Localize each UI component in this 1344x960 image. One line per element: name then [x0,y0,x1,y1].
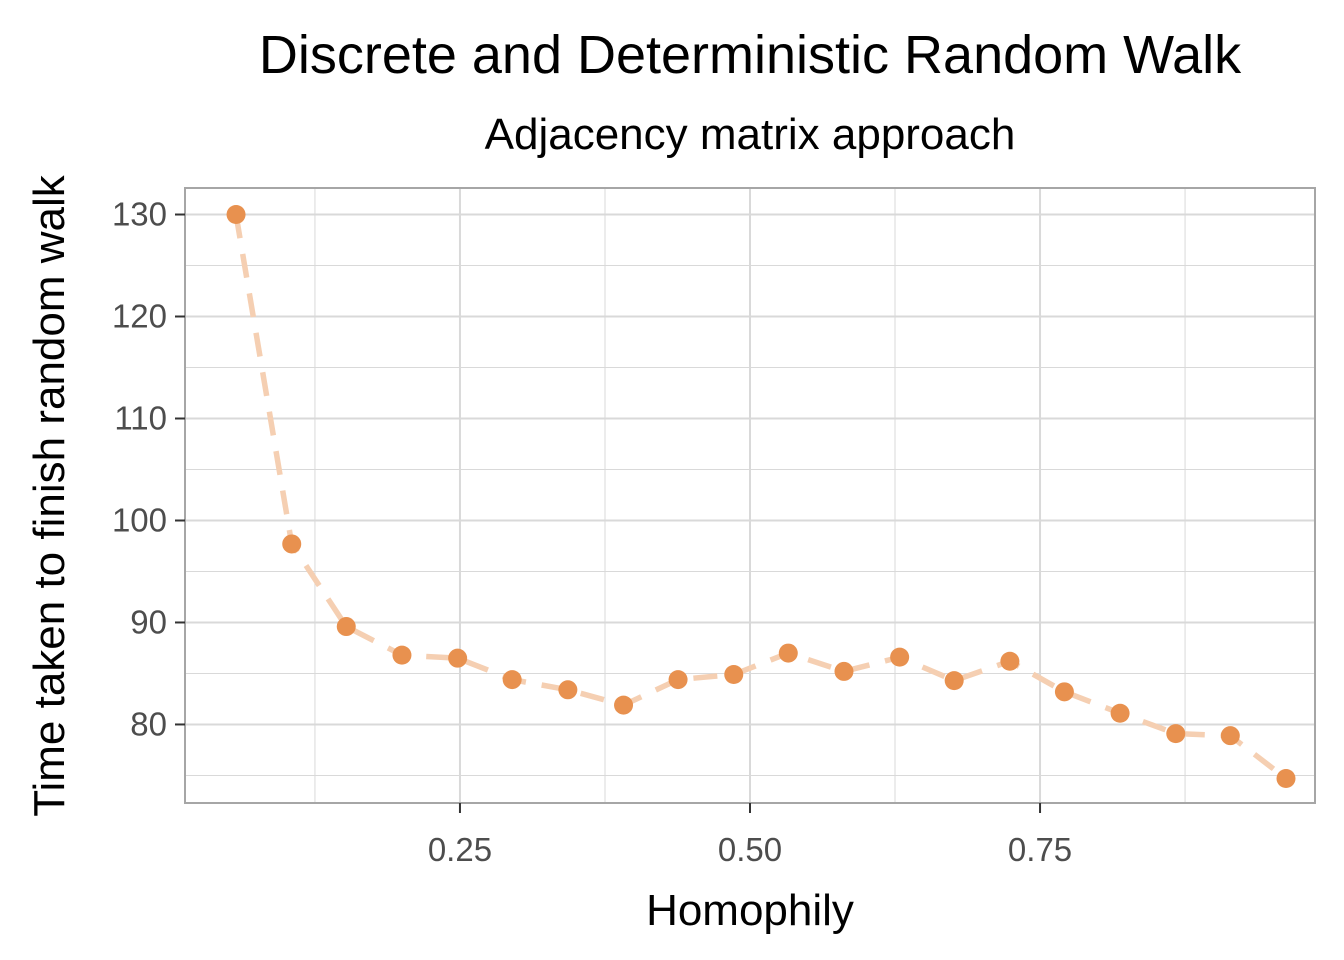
data-point [1166,724,1186,744]
data-point [282,534,302,554]
data-point [226,205,246,225]
data-point [724,664,744,684]
y-tick-label: 130 [112,196,167,233]
y-tick-label: 100 [112,501,167,538]
x-tick-label: 0.75 [1008,831,1072,868]
data-point [1110,703,1130,723]
y-tick-label: 120 [112,298,167,335]
data-point [392,645,412,665]
series-line [233,214,1288,781]
major-gridlines [185,188,1315,803]
data-point [502,670,522,690]
data-point [890,647,910,667]
data-point [558,680,578,700]
data-point [614,695,634,715]
x-tick-label: 0.25 [428,831,492,868]
y-tick-label: 80 [130,705,167,742]
data-point [448,648,468,668]
y-axis-ticks: 80 90 100 110 120 130 [112,196,185,742]
x-tick-label: 0.50 [718,831,782,868]
data-point [1000,651,1020,671]
y-axis-title: Time taken to finish random walk [25,174,74,817]
data-point [944,671,964,691]
data-point [336,617,356,637]
data-point [1054,682,1074,702]
x-axis-ticks: 0.25 0.50 0.75 [428,803,1072,868]
chart-subtitle: Adjacency matrix approach [485,110,1016,159]
data-point [778,643,798,663]
plot-panel [184,187,1316,804]
y-tick-label: 90 [130,603,167,640]
data-point [834,661,854,681]
y-tick-label: 110 [114,399,167,436]
chart-title: Discrete and Deterministic Random Walk [259,25,1242,85]
data-points [226,205,1296,789]
data-point [668,670,688,690]
x-axis-title: Homophily [646,886,854,935]
data-point [1220,726,1240,746]
data-point [1276,769,1296,789]
